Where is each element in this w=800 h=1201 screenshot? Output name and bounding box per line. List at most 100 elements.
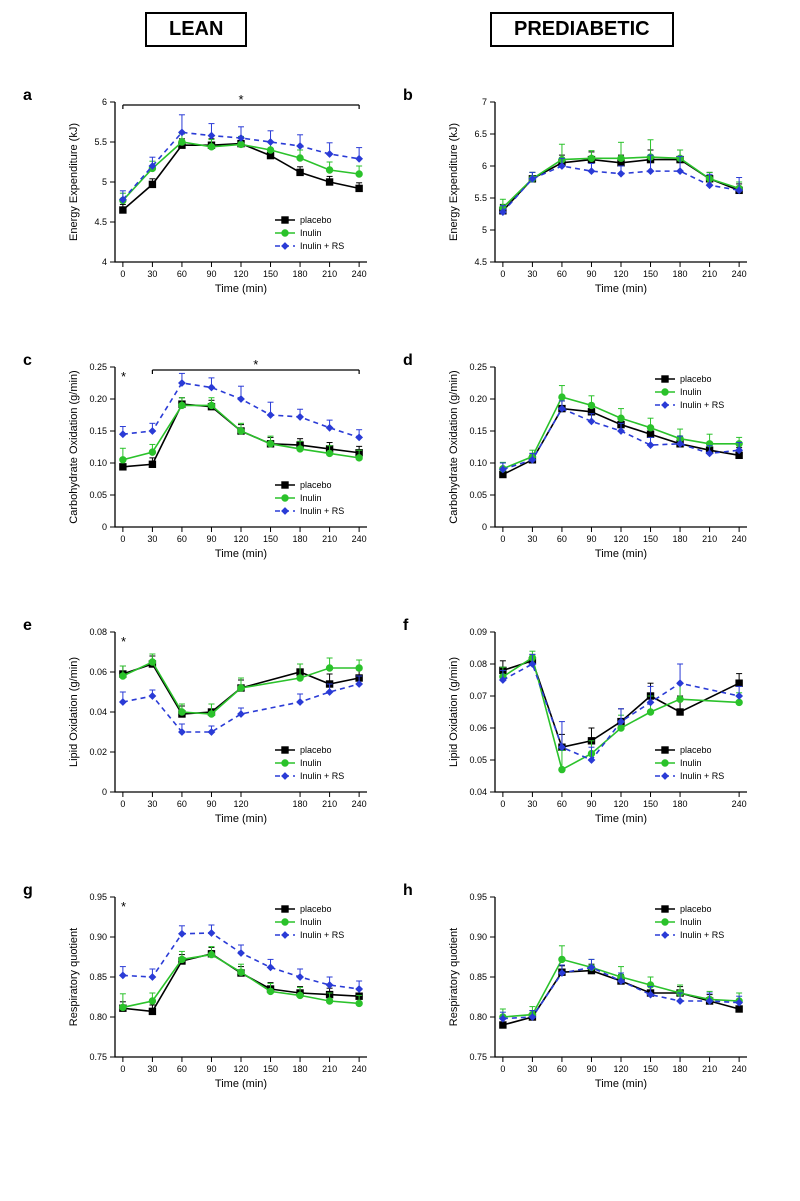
svg-text:0: 0 (482, 522, 487, 532)
svg-text:60: 60 (177, 534, 187, 544)
panel-g: g0.750.800.850.900.95Respiratory quotien… (65, 885, 375, 1095)
svg-text:90: 90 (586, 1064, 596, 1074)
svg-text:0.04: 0.04 (89, 707, 107, 717)
svg-text:0: 0 (500, 1064, 505, 1074)
svg-text:*: * (253, 357, 258, 372)
svg-text:0.08: 0.08 (89, 627, 107, 637)
svg-text:60: 60 (557, 799, 567, 809)
svg-text:placebo: placebo (300, 904, 332, 914)
svg-text:0.90: 0.90 (89, 932, 107, 942)
svg-text:90: 90 (586, 799, 596, 809)
svg-text:30: 30 (527, 269, 537, 279)
svg-text:60: 60 (557, 1064, 567, 1074)
svg-text:90: 90 (206, 534, 216, 544)
svg-text:90: 90 (586, 534, 596, 544)
svg-text:Carbohydrate Oxidation (g/min): Carbohydrate Oxidation (g/min) (68, 370, 80, 523)
svg-text:240: 240 (352, 1064, 367, 1074)
panel-label: e (23, 617, 32, 635)
svg-text:Inulin: Inulin (680, 387, 702, 397)
svg-text:30: 30 (527, 534, 537, 544)
svg-text:Time (min): Time (min) (215, 548, 267, 560)
svg-text:placebo: placebo (680, 904, 712, 914)
svg-text:Inulin + RS: Inulin + RS (680, 771, 724, 781)
svg-text:30: 30 (147, 269, 157, 279)
svg-text:0.02: 0.02 (89, 747, 107, 757)
svg-text:6.5: 6.5 (474, 129, 487, 139)
svg-text:4.5: 4.5 (94, 217, 107, 227)
svg-text:180: 180 (673, 1064, 688, 1074)
svg-text:Inulin + RS: Inulin + RS (680, 400, 724, 410)
svg-text:Inulin + RS: Inulin + RS (300, 930, 344, 940)
svg-text:120: 120 (233, 534, 248, 544)
svg-text:90: 90 (206, 799, 216, 809)
svg-text:210: 210 (322, 799, 337, 809)
svg-text:5.5: 5.5 (474, 193, 487, 203)
svg-text:0.85: 0.85 (89, 972, 107, 982)
svg-text:Energy Expenditure (kJ): Energy Expenditure (kJ) (448, 123, 460, 241)
svg-text:Time (min): Time (min) (215, 1078, 267, 1090)
svg-text:Time (min): Time (min) (595, 283, 647, 295)
panel-label: b (403, 87, 413, 105)
svg-text:90: 90 (206, 269, 216, 279)
svg-text:210: 210 (322, 534, 337, 544)
svg-text:0.95: 0.95 (89, 892, 107, 902)
svg-text:180: 180 (673, 534, 688, 544)
svg-text:120: 120 (613, 269, 628, 279)
panel-label: g (23, 882, 33, 900)
svg-text:30: 30 (147, 1064, 157, 1074)
svg-text:Time (min): Time (min) (595, 548, 647, 560)
svg-text:0.06: 0.06 (469, 723, 487, 733)
svg-text:120: 120 (613, 534, 628, 544)
panel-c: c00.050.100.150.200.25Carbohydrate Oxida… (65, 355, 375, 565)
svg-text:210: 210 (322, 1064, 337, 1074)
svg-text:0: 0 (500, 799, 505, 809)
svg-text:150: 150 (643, 1064, 658, 1074)
svg-text:0.05: 0.05 (89, 490, 107, 500)
svg-text:90: 90 (206, 1064, 216, 1074)
header-lean: LEAN (145, 12, 247, 47)
svg-text:0: 0 (120, 1064, 125, 1074)
svg-text:*: * (121, 369, 126, 384)
svg-text:150: 150 (263, 1064, 278, 1074)
svg-text:180: 180 (293, 799, 308, 809)
svg-text:180: 180 (293, 1064, 308, 1074)
svg-text:0.20: 0.20 (469, 394, 487, 404)
svg-text:240: 240 (732, 1064, 747, 1074)
svg-text:0: 0 (102, 787, 107, 797)
header-prediabetic: PREDIABETIC (490, 12, 674, 47)
svg-text:Respiratory quotient: Respiratory quotient (68, 928, 80, 1026)
svg-text:120: 120 (233, 269, 248, 279)
svg-text:0.75: 0.75 (89, 1052, 107, 1062)
svg-text:180: 180 (673, 799, 688, 809)
panel-d: d00.050.100.150.200.25Carbohydrate Oxida… (445, 355, 755, 565)
svg-text:0.05: 0.05 (469, 490, 487, 500)
panel-label: h (403, 882, 413, 900)
svg-text:*: * (121, 634, 126, 649)
svg-text:Inulin: Inulin (300, 493, 322, 503)
svg-text:Time (min): Time (min) (215, 283, 267, 295)
svg-text:120: 120 (233, 799, 248, 809)
svg-text:0.09: 0.09 (469, 627, 487, 637)
svg-text:60: 60 (177, 799, 187, 809)
svg-text:0.95: 0.95 (469, 892, 487, 902)
svg-text:0.25: 0.25 (469, 362, 487, 372)
svg-text:5.5: 5.5 (94, 137, 107, 147)
svg-text:placebo: placebo (300, 480, 332, 490)
svg-text:30: 30 (527, 799, 537, 809)
svg-text:0: 0 (120, 269, 125, 279)
panel-label: c (23, 352, 32, 370)
svg-text:0.15: 0.15 (89, 426, 107, 436)
svg-text:placebo: placebo (300, 745, 332, 755)
svg-text:0.10: 0.10 (469, 458, 487, 468)
svg-text:210: 210 (702, 269, 717, 279)
svg-text:240: 240 (352, 534, 367, 544)
svg-text:Time (min): Time (min) (215, 813, 267, 825)
svg-text:120: 120 (233, 1064, 248, 1074)
svg-text:Inulin + RS: Inulin + RS (300, 506, 344, 516)
svg-text:240: 240 (732, 799, 747, 809)
svg-text:150: 150 (643, 799, 658, 809)
svg-text:30: 30 (147, 799, 157, 809)
svg-text:0.90: 0.90 (469, 932, 487, 942)
svg-text:210: 210 (322, 269, 337, 279)
svg-text:0.04: 0.04 (469, 787, 487, 797)
